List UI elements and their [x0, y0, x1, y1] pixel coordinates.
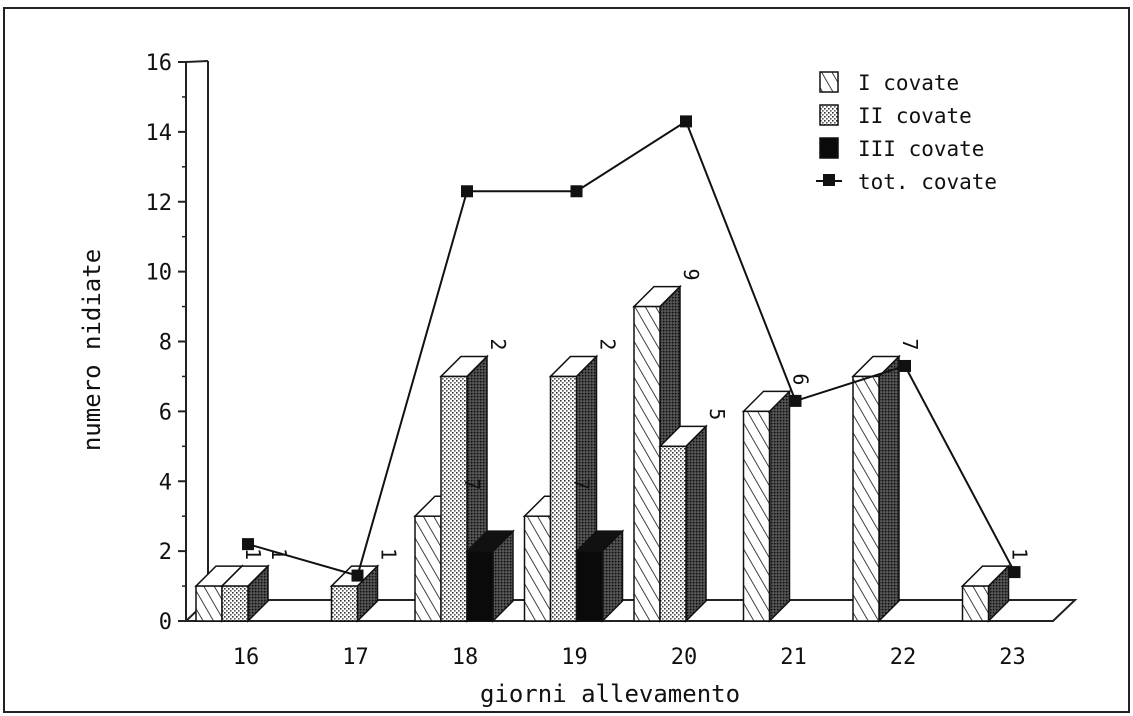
legend: I covate II covate III covate tot. covate — [816, 71, 997, 194]
y-axis-title: numero nidiate — [78, 249, 106, 451]
y-tick-label: 6 — [159, 400, 172, 425]
legend-item: I covate — [819, 71, 959, 95]
y-tick-label: 14 — [146, 121, 173, 146]
bar-i-covate-23 — [960, 564, 1011, 623]
bar-iii-covate-18 — [465, 529, 515, 623]
bar-ii-covate-16 — [220, 564, 270, 623]
y-tick-label: 10 — [146, 261, 173, 286]
data-label: 9 — [679, 269, 703, 281]
data-label: 5 — [705, 408, 729, 420]
data-label: 7 — [898, 338, 922, 350]
x-tick-labels: 16 17 18 19 20 21 22 23 — [233, 645, 1026, 670]
bar-i-covate-21 — [741, 389, 792, 623]
y-tick-label: 0 — [159, 610, 172, 635]
data-label: 2 — [596, 338, 620, 350]
floor — [183, 599, 1078, 622]
y-tick-label: 8 — [159, 331, 172, 356]
total-line-series — [242, 115, 1021, 582]
legend-label: III covate — [858, 137, 984, 161]
legend-item: III covate — [819, 137, 984, 161]
data-label: 1 — [241, 548, 265, 560]
total-point-16 — [242, 538, 254, 551]
bar-ii-covate-20 — [658, 424, 708, 623]
x-axis-title: giorni allevamento — [480, 680, 740, 708]
x-tick-label: 19 — [561, 645, 588, 670]
total-point-22 — [899, 359, 911, 372]
bar-i-covate-22 — [851, 354, 901, 623]
total-point-18 — [461, 185, 473, 198]
legend-marker — [823, 174, 835, 186]
legend-swatch — [819, 71, 839, 93]
total-line — [247, 119, 1016, 577]
total-point-17 — [351, 569, 364, 582]
bars — [194, 284, 1011, 623]
legend-label: II covate — [858, 104, 972, 128]
x-tick-label: 23 — [999, 645, 1026, 670]
total-point-23 — [1008, 566, 1021, 579]
data-label: 1 — [377, 548, 401, 560]
y-tick-label: 16 — [146, 51, 173, 76]
data-label: 2 — [486, 338, 510, 350]
data-label: 1 — [267, 548, 291, 560]
x-tick-label: 21 — [780, 645, 807, 670]
y-tick-label: 2 — [159, 540, 172, 565]
y-tick-label: 4 — [159, 470, 172, 495]
legend-swatch — [819, 104, 839, 126]
data-label: 6 — [789, 373, 813, 385]
legend-item: tot. covate — [816, 170, 997, 194]
x-tick-label: 22 — [890, 645, 917, 670]
data-label: 7 — [460, 478, 484, 490]
y-tick-labels: 0 2 4 6 8 10 12 14 16 — [146, 51, 173, 635]
x-tick-label: 18 — [452, 645, 479, 670]
legend-label: tot. covate — [858, 170, 997, 194]
data-label: 1 — [1008, 548, 1032, 560]
total-point-19 — [570, 185, 583, 198]
y-tick-label: 12 — [146, 191, 173, 216]
legend-item: II covate — [819, 104, 972, 128]
total-point-20 — [680, 115, 692, 128]
bar-iii-covate-19 — [574, 529, 625, 623]
total-point-21 — [789, 394, 802, 407]
legend-swatch — [819, 137, 839, 159]
x-tick-label: 17 — [342, 645, 369, 670]
x-tick-label: 20 — [671, 645, 698, 670]
x-tick-label: 16 — [233, 645, 260, 670]
data-label: 7 — [570, 478, 594, 490]
legend-label: I covate — [858, 71, 959, 95]
figure-border — [3, 7, 1130, 713]
